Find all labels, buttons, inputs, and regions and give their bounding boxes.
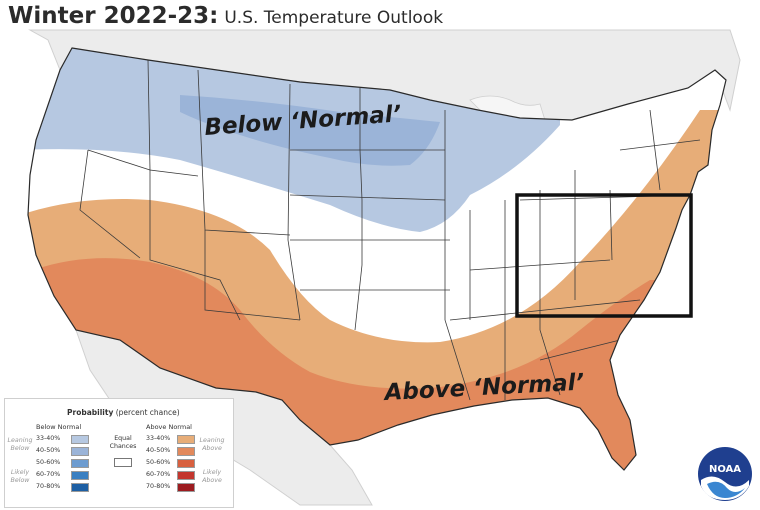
probability-legend: Probability (percent chance) Below Norma…	[4, 398, 234, 508]
legend-title-note: (percent chance)	[115, 408, 180, 417]
page-title: Winter 2022-23: U.S. Temperature Outlook	[8, 3, 443, 29]
legend-above-swatch	[177, 447, 195, 456]
legend-equal-chances: Equal Chances	[109, 435, 137, 450]
legend-below-row-label: 50-60%	[36, 459, 61, 466]
legend-header: Probability (percent chance)	[67, 408, 180, 417]
title-main: Winter 2022-23:	[8, 3, 219, 29]
legend-likely-below: Likely Below	[10, 469, 30, 484]
legend-below-swatch	[71, 435, 89, 444]
legend-leaning-below: Leaning Below	[7, 437, 33, 452]
us-outline	[27, 47, 727, 471]
legend-above-row-label: 40-50%	[146, 447, 171, 454]
legend-below-row-label: 33-40%	[36, 435, 61, 442]
legend-above-swatch	[177, 459, 195, 468]
legend-below-row-label: 40-50%	[36, 447, 61, 454]
state-boundaries	[79, 59, 701, 401]
legend-below-row-label: 60-70%	[36, 471, 61, 478]
noaa-logo: NOAA	[698, 447, 752, 501]
legend-below-swatch	[71, 447, 89, 456]
highlight-box	[515, 193, 693, 318]
legend-above-row-label: 33-40%	[146, 435, 171, 442]
legend-equal-chances-swatch	[114, 458, 132, 467]
legend-above-heading: Above Normal	[146, 423, 192, 431]
legend-below-swatch	[71, 459, 89, 468]
legend-above-swatch	[177, 435, 195, 444]
legend-title: Probability	[67, 408, 114, 417]
legend-leaning-above: Leaning Above	[199, 437, 225, 452]
legend-below-heading: Below Normal	[36, 423, 82, 431]
noaa-logo-text: NOAA	[709, 464, 741, 475]
legend-below-swatch	[71, 471, 89, 480]
legend-above-row-label: 70-80%	[146, 483, 171, 490]
below-40-50-band	[180, 95, 440, 166]
legend-above-row-label: 60-70%	[146, 471, 171, 478]
legend-below-swatch	[71, 483, 89, 492]
legend-below-row-label: 70-80%	[36, 483, 61, 490]
legend-above-swatch	[177, 471, 195, 480]
legend-likely-above: Likely Above	[202, 469, 222, 484]
legend-above-swatch	[177, 483, 195, 492]
title-subtitle: U.S. Temperature Outlook	[224, 8, 444, 28]
legend-above-row-label: 50-60%	[146, 459, 171, 466]
